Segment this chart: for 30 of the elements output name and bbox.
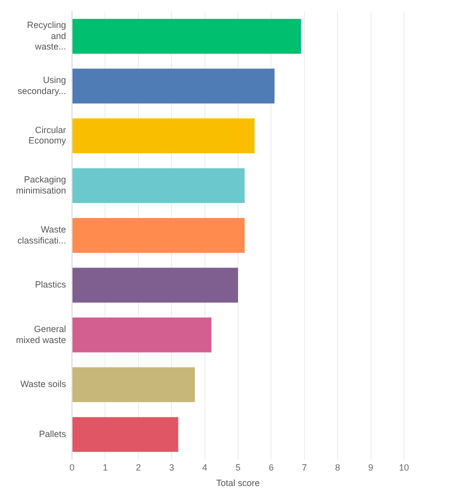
x-tick-label: 10 (398, 462, 410, 472)
x-tick-label: 5 (236, 462, 241, 472)
bar (72, 417, 178, 452)
bar (72, 18, 302, 54)
x-tick-label: 2 (136, 462, 141, 472)
y-tick-label: Circular Economy (28, 124, 67, 146)
y-tick-label: Plastics (35, 280, 67, 290)
x-tick-label: 0 (70, 462, 75, 472)
y-tick-label: Waste classificati... (18, 224, 66, 246)
x-tick-label: 4 (202, 462, 208, 472)
bar (72, 168, 245, 204)
bar (72, 68, 275, 104)
y-tick-label: Packaging minimisation (16, 174, 66, 196)
bar (72, 318, 212, 352)
bar (72, 367, 195, 402)
x-tick-label: 3 (169, 462, 174, 472)
y-tick-label: Using secondary... (18, 75, 66, 96)
x-tick-label: 7 (302, 462, 307, 472)
bar (72, 218, 245, 253)
bar (72, 268, 238, 303)
x-tick-label: 6 (268, 462, 274, 472)
x-tick-label: 1 (102, 462, 108, 472)
bar (72, 118, 255, 154)
y-tick-label: Pallets (39, 428, 67, 439)
x-tick-label: 8 (335, 462, 340, 472)
y-tick-label: Recycling and waste... (27, 20, 66, 52)
y-tick-label: Waste soils (20, 379, 67, 390)
y-tick-label: General mixed waste (16, 324, 66, 345)
x-tick-label: 9 (368, 462, 374, 472)
x-axis-title: Total score (216, 478, 260, 488)
